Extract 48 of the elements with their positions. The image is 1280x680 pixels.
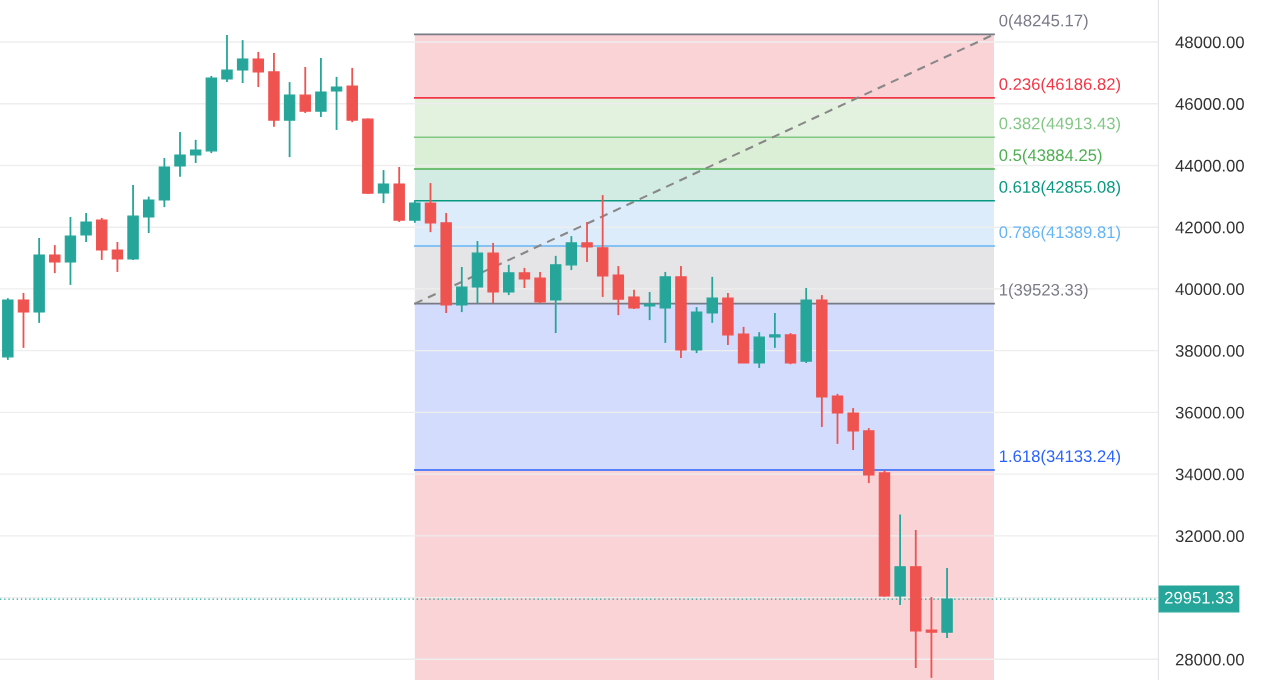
y-tick-label: 36000.00 bbox=[1175, 406, 1244, 419]
ref-line-label: 1.618(34133.24) bbox=[1000, 449, 1121, 466]
ref-line-label: 0.236(46186.82) bbox=[999, 77, 1121, 94]
candlestick bbox=[315, 57, 327, 118]
y-tick-label: 48000.00 bbox=[1175, 36, 1244, 49]
candlestick bbox=[189, 138, 202, 164]
y-tick-label: 28000.00 bbox=[1175, 653, 1244, 666]
ref-line-label: 0.382(44913.43) bbox=[999, 117, 1121, 133]
candlestick bbox=[174, 131, 186, 178]
candlestick bbox=[330, 75, 343, 131]
candlestick bbox=[424, 182, 437, 234]
candlestick bbox=[236, 39, 249, 84]
candlestick bbox=[565, 235, 578, 271]
ref-line-label: 1(39523.33) bbox=[1000, 283, 1088, 299]
candlestick bbox=[377, 169, 390, 205]
candlestick bbox=[643, 291, 656, 321]
y-tick-label: 44000.00 bbox=[1175, 159, 1244, 172]
candlestick bbox=[769, 312, 781, 349]
candlestick bbox=[706, 275, 718, 324]
candlestick bbox=[518, 267, 531, 289]
candlestick bbox=[111, 241, 124, 273]
y-tick-label: 38000.00 bbox=[1175, 345, 1244, 357]
candlestick bbox=[252, 50, 265, 88]
candlestick bbox=[831, 392, 844, 445]
candlestick bbox=[628, 288, 640, 310]
ref-line-label: 0.786(41389.81) bbox=[999, 225, 1121, 242]
candlestick bbox=[142, 195, 155, 234]
ref-line-label: 0.5(43884.25) bbox=[999, 148, 1102, 165]
candlestick bbox=[80, 212, 92, 243]
candlestick bbox=[581, 221, 593, 263]
candlestick bbox=[409, 199, 421, 224]
y-tick-label: 40000.00 bbox=[1175, 283, 1244, 296]
ref-line-label: 0(48245.17) bbox=[999, 14, 1088, 30]
candlestick bbox=[925, 596, 938, 679]
y-tick-label: 32000.00 bbox=[1175, 530, 1244, 543]
ref-line-label: 29951.33 bbox=[1165, 591, 1233, 604]
y-tick-label: 42000.00 bbox=[1175, 221, 1244, 234]
candlestick bbox=[847, 407, 859, 451]
candlestick bbox=[221, 33, 233, 84]
y-tick-label: 34000.00 bbox=[1175, 468, 1244, 481]
candlestick bbox=[534, 271, 546, 305]
candlestick bbox=[503, 263, 515, 296]
candlestick bbox=[456, 266, 468, 313]
candlestick bbox=[49, 244, 61, 275]
candlestick bbox=[17, 292, 30, 349]
candlestick bbox=[299, 66, 311, 114]
ref-line-label: 0.618(42855.08) bbox=[999, 180, 1121, 197]
y-tick-label: 46000.00 bbox=[1175, 98, 1244, 110]
